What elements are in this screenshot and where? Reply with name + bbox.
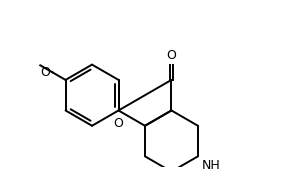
Text: O: O xyxy=(114,117,123,130)
Text: O: O xyxy=(167,49,176,62)
Text: O: O xyxy=(41,66,50,79)
Text: NH: NH xyxy=(201,159,220,172)
